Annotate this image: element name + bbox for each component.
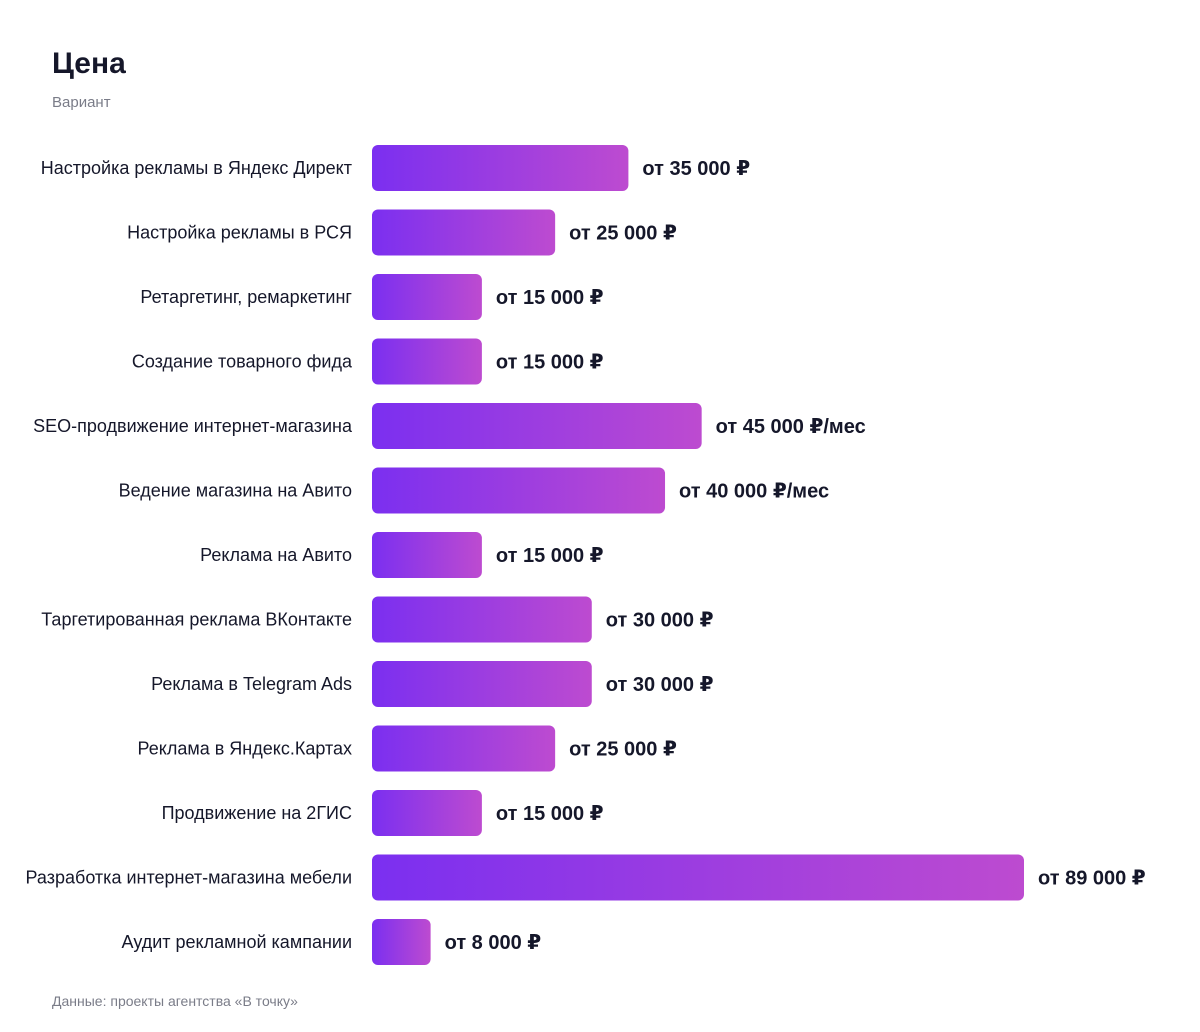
bar: [372, 403, 702, 449]
category-label: Ведение магазина на Авито: [119, 481, 352, 501]
chart-title: Цена: [52, 47, 126, 80]
bar: [372, 532, 482, 578]
chart-subtitle: Вариант: [52, 94, 111, 111]
category-label: Настройка рекламы в Яндекс Директ: [41, 158, 352, 178]
chart-source: Данные: проекты агентства «В точку»: [52, 993, 298, 1009]
category-label: Создание товарного фида: [132, 352, 353, 372]
bar: [372, 854, 1024, 901]
category-label: Реклама в Telegram Ads: [151, 674, 352, 694]
value-label: от 15 000 ₽: [496, 287, 604, 309]
category-label: Реклама на Авито: [200, 545, 352, 565]
category-label: Аудит рекламной кампании: [122, 932, 352, 952]
bar: [372, 274, 482, 320]
category-label: Продвижение на 2ГИС: [162, 803, 352, 823]
category-label: SEO-продвижение интернет-магазина: [33, 416, 353, 436]
bar: [372, 338, 482, 385]
bar: [372, 919, 431, 965]
value-label: от 15 000 ₽: [496, 803, 604, 825]
value-label: от 15 000 ₽: [496, 352, 604, 374]
value-label: от 30 000 ₽: [606, 674, 714, 696]
value-label: от 30 000 ₽: [606, 610, 714, 632]
value-label: от 45 000 ₽/мес: [716, 416, 866, 438]
category-label: Реклама в Яндекс.Картах: [138, 739, 352, 759]
category-label: Таргетированная реклама ВКонтакте: [41, 610, 352, 630]
bar: [372, 467, 666, 514]
bar: [372, 790, 482, 836]
value-label: от 89 000 ₽: [1038, 868, 1146, 890]
bar: [372, 725, 556, 772]
bar: [372, 661, 592, 707]
value-label: от 15 000 ₽: [496, 545, 604, 567]
category-label: Настройка рекламы в РСЯ: [127, 223, 352, 243]
value-label: от 40 000 ₽/мес: [679, 481, 829, 503]
bar: [372, 209, 556, 256]
bar: [372, 596, 592, 643]
value-label: от 25 000 ₽: [569, 739, 677, 761]
category-label: Ретаргетинг, ремаркетинг: [140, 287, 352, 307]
value-label: от 8 000 ₽: [445, 932, 542, 954]
bars-group: Настройка рекламы в Яндекс Директ от 35 0…: [26, 145, 1146, 965]
value-label: от 25 000 ₽: [569, 223, 677, 245]
category-label: Разработка интернет-магазина мебели: [26, 868, 352, 888]
value-label: от 35 000 ₽: [642, 158, 750, 180]
bar: [372, 145, 629, 191]
